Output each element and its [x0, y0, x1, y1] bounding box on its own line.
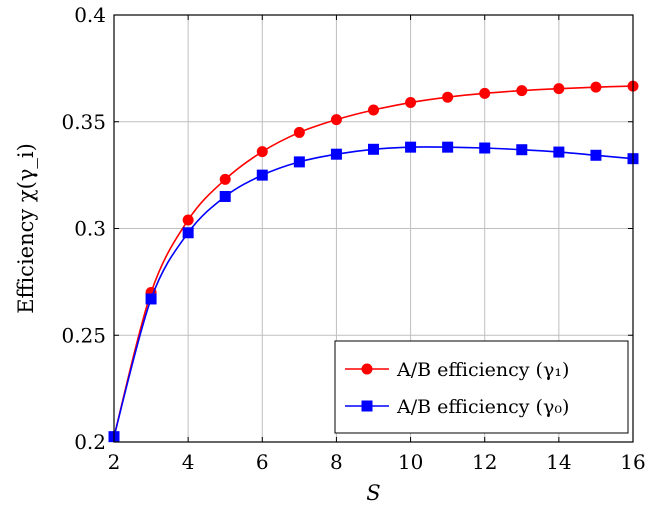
data-point — [590, 149, 602, 161]
data-point — [219, 173, 231, 185]
data-point — [405, 141, 417, 153]
series-line — [113, 85, 634, 437]
data-point — [330, 148, 342, 160]
data-point — [479, 142, 491, 154]
y-tick-label: 0.4 — [74, 3, 106, 27]
legend-entry: A/B efficiency (γ₁) — [345, 359, 569, 381]
data-point — [368, 143, 379, 155]
data-point — [516, 85, 528, 97]
data-point — [219, 190, 231, 202]
ticks: 2 4 6 8 10 12 14 16 0.2 0.25 0.3 0.35 0.4 — [61, 3, 645, 474]
legend-entry: A/B efficiency (γ₀) — [345, 396, 569, 418]
y-tick-label: 0.3 — [74, 217, 106, 241]
data-point — [442, 91, 454, 103]
x-tick-label: 6 — [256, 450, 269, 474]
x-tick-label: 2 — [108, 450, 121, 474]
x-axis-label: S — [366, 481, 380, 505]
data-point — [182, 214, 194, 226]
y-tick-label: 0.2 — [74, 430, 106, 454]
data-point — [479, 87, 491, 99]
legend-label: A/B efficiency (γ₀) — [396, 396, 569, 418]
y-tick-label: 0.25 — [61, 323, 106, 347]
x-tick-label: 14 — [546, 450, 571, 474]
x-tick-label: 16 — [620, 450, 645, 474]
series-0 — [108, 80, 639, 443]
data-point — [590, 81, 602, 93]
data-point — [145, 293, 157, 305]
x-tick-label: 4 — [182, 450, 195, 474]
legend-box — [334, 340, 629, 434]
data-point — [368, 104, 379, 116]
data-point — [553, 83, 565, 95]
data-point — [293, 126, 305, 138]
axis-labels: S Efficiency χ(γ_i) — [14, 143, 381, 505]
legend-label: A/B efficiency (γ₁) — [396, 359, 569, 381]
data-point — [442, 141, 454, 153]
legend: A/B efficiency (γ₁) A/B efficiency (γ₀) — [334, 340, 629, 434]
data-point — [330, 114, 342, 126]
x-tick-label: 8 — [330, 450, 343, 474]
x-tick-label: 12 — [472, 450, 497, 474]
y-tick-label: 0.35 — [61, 110, 106, 134]
legend-marker — [361, 400, 373, 412]
data-point — [516, 144, 528, 156]
legend-marker — [361, 363, 373, 375]
data-point — [256, 169, 268, 181]
data-point — [405, 97, 417, 109]
data-point — [553, 146, 565, 158]
data-point — [256, 146, 268, 158]
data-point — [182, 227, 194, 239]
y-axis-label: Efficiency χ(γ_i) — [14, 143, 38, 314]
x-tick-label: 10 — [398, 450, 423, 474]
data-point — [293, 156, 305, 168]
